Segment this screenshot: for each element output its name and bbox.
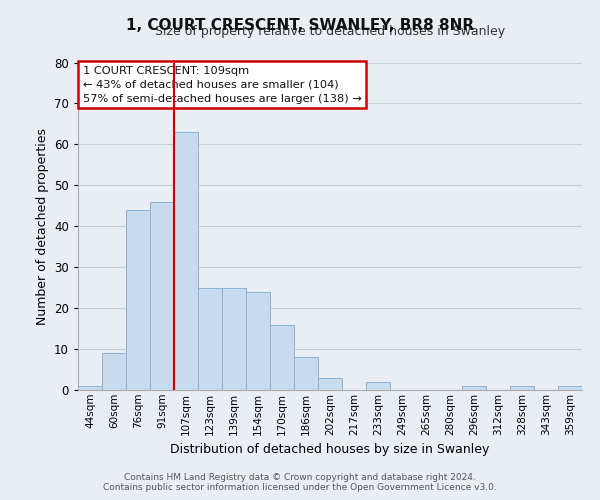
- Bar: [246, 292, 270, 390]
- Bar: [126, 210, 150, 390]
- Bar: [510, 386, 534, 390]
- Title: Size of property relative to detached houses in Swanley: Size of property relative to detached ho…: [155, 24, 505, 38]
- Bar: [150, 202, 174, 390]
- Text: 1 COURT CRESCENT: 109sqm
← 43% of detached houses are smaller (104)
57% of semi-: 1 COURT CRESCENT: 109sqm ← 43% of detach…: [83, 66, 362, 104]
- Bar: [318, 378, 342, 390]
- Text: 1, COURT CRESCENT, SWANLEY, BR8 8NR: 1, COURT CRESCENT, SWANLEY, BR8 8NR: [126, 18, 474, 32]
- Bar: [462, 386, 486, 390]
- Bar: [102, 353, 126, 390]
- Bar: [222, 288, 246, 390]
- Bar: [174, 132, 198, 390]
- Bar: [366, 382, 390, 390]
- Bar: [558, 386, 582, 390]
- Bar: [294, 357, 318, 390]
- Bar: [270, 324, 294, 390]
- Text: Contains HM Land Registry data © Crown copyright and database right 2024.
Contai: Contains HM Land Registry data © Crown c…: [103, 473, 497, 492]
- X-axis label: Distribution of detached houses by size in Swanley: Distribution of detached houses by size …: [170, 443, 490, 456]
- Y-axis label: Number of detached properties: Number of detached properties: [35, 128, 49, 325]
- Bar: [78, 386, 102, 390]
- Bar: [198, 288, 222, 390]
